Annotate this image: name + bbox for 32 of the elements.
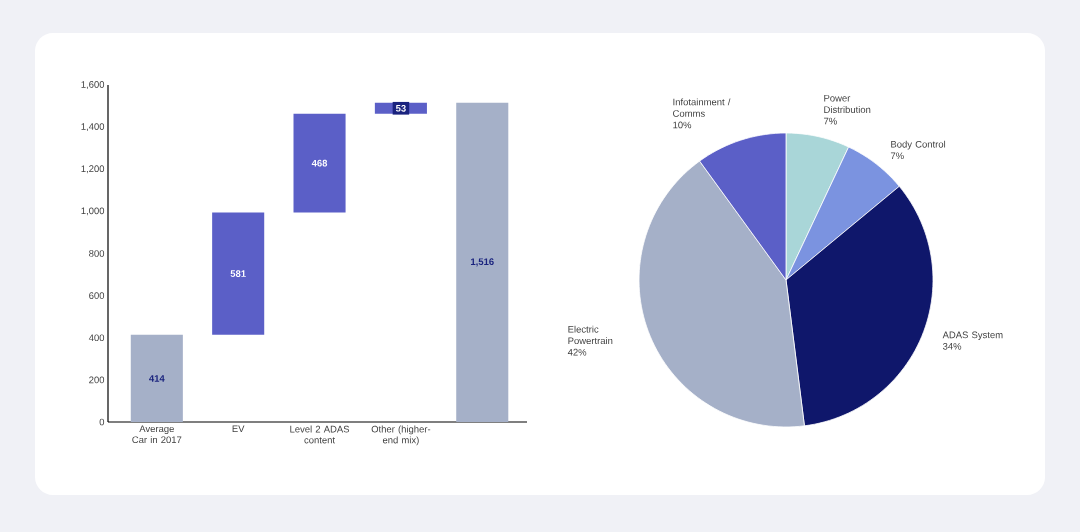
- y-tick-label: 1,600: [81, 81, 105, 89]
- y-tick-label: 600: [89, 292, 105, 299]
- data-label: 34%: [942, 342, 962, 350]
- x-tick-label: Average Car in 2017: [132, 425, 182, 444]
- data-label: 7%: [890, 152, 904, 160]
- y-tick-label: 0: [99, 418, 105, 426]
- data-label: 414: [149, 375, 165, 382]
- bar: [130, 334, 183, 422]
- x-tick-label: EV: [232, 425, 245, 433]
- data-label: 1,516: [471, 258, 494, 267]
- data-label: 7%: [824, 117, 837, 125]
- x-tick-label: Other (higher-end mix): [371, 425, 431, 446]
- data-label: 10%: [673, 121, 692, 129]
- slice-label: Power Distribution: [824, 94, 871, 113]
- y-tick-label: 1,000: [81, 207, 105, 216]
- x-tick-label: Level 2 ADAS content: [290, 425, 350, 444]
- slice-label: ADAS System: [942, 331, 1003, 341]
- y-tick-label: 1,400: [81, 123, 105, 132]
- y-tick-label: 400: [88, 334, 105, 342]
- bar: [212, 212, 265, 335]
- y-tick-label: 200: [89, 376, 105, 384]
- slice-label: Infotainment / Comms: [673, 98, 731, 117]
- data-label: 53: [395, 104, 406, 112]
- bar: [293, 113, 346, 213]
- data-label: 468: [311, 159, 328, 167]
- slice-label: Body Control: [891, 140, 946, 150]
- y-tick-label: 800: [89, 250, 105, 257]
- bar: [456, 102, 509, 422]
- data-label: 42%: [567, 348, 587, 356]
- y-tick-label: 1,200: [81, 165, 105, 174]
- slice-label: Electric Powertrain: [568, 325, 613, 345]
- data-label: 581: [230, 270, 246, 277]
